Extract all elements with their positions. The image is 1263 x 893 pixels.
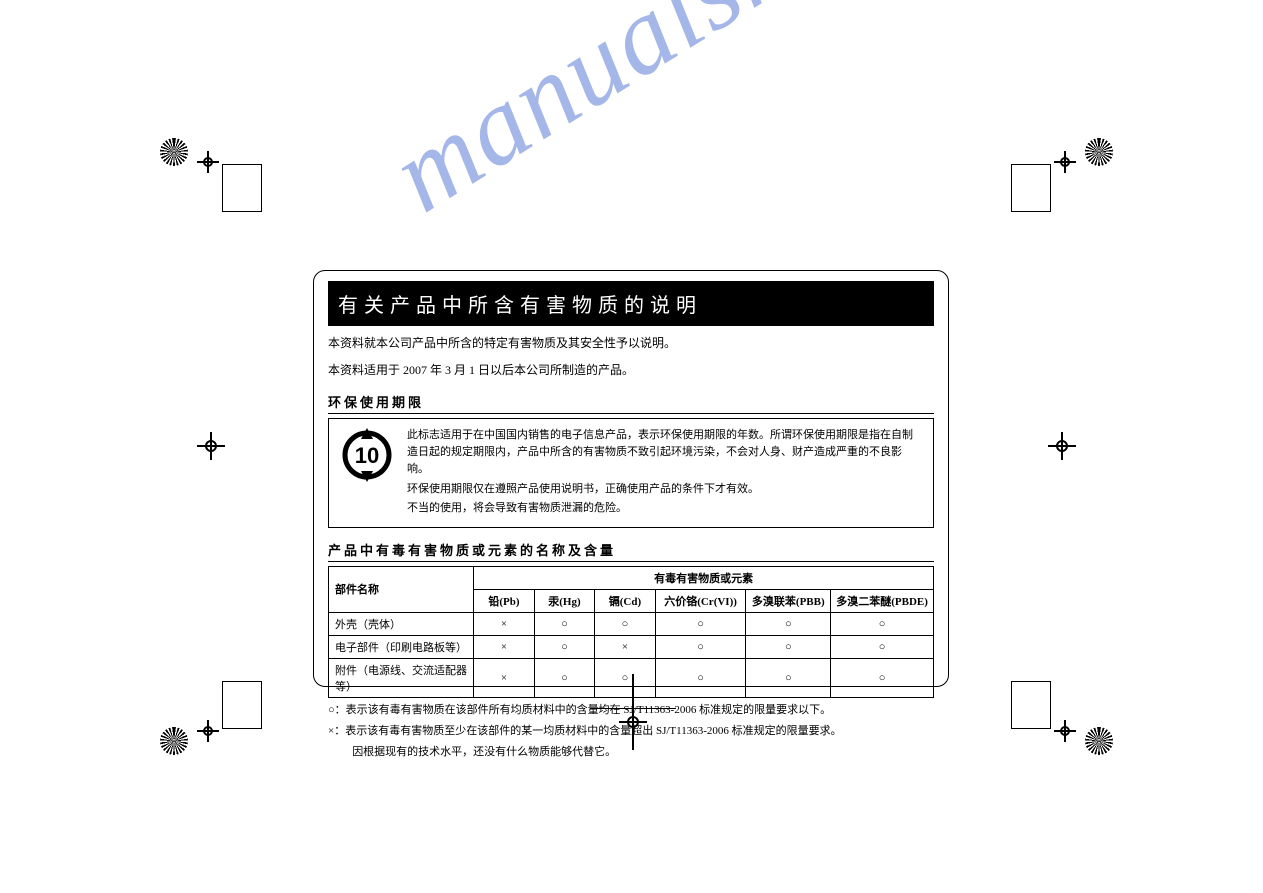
env-box: 10 此标志适用于在中国国内销售的电子信息产品，表示环保使用期限的年数。所谓环保… [328, 418, 934, 527]
substance-cell: × [474, 658, 535, 697]
note-line: ×：表示该有毒有害物质至少在该部件的某一均质材料中的含量超出 SJ/T11363… [328, 723, 934, 740]
substance-cell: × [474, 612, 535, 635]
part-name: 电子部件（印刷电路板等） [329, 635, 474, 658]
substance-cell: ○ [746, 612, 831, 635]
substance-cell: ○ [534, 658, 595, 697]
crop-mark-top-right [1023, 150, 1113, 220]
note-line: ○：表示该有毒有害物质在该部件所有均质材料中的含量均在 SJ/T11363-20… [328, 702, 934, 719]
substance-cell: ○ [831, 635, 934, 658]
substance-cell: ○ [655, 658, 746, 697]
substance-cell: ○ [595, 658, 656, 697]
substances-table: 部件名称 有毒有害物质或元素 铅(Pb)汞(Hg)镉(Cd)六价铬(Cr(VI)… [328, 566, 934, 698]
substance-cell: ○ [746, 635, 831, 658]
intro: 本资料就本公司产品中所含的特定有害物质及其安全性予以说明。 本资料适用于 200… [328, 334, 934, 380]
part-name: 附件（电源线、交流适配器等） [329, 658, 474, 697]
document-title: 有关产品中所含有害物质的说明 [328, 281, 934, 326]
env-text: 此标志适用于在中国国内销售的电子信息产品，表示环保使用期限的年数。所谓环保使用期… [407, 427, 923, 518]
table-row: 外壳（壳体）×○○○○○ [329, 612, 934, 635]
substance-cell: ○ [655, 612, 746, 635]
env-line: 此标志适用于在中国国内销售的电子信息产品，表示环保使用期限的年数。所谓环保使用期… [407, 427, 923, 478]
row-header: 部件名称 [329, 566, 474, 612]
column-header: 铅(Pb) [474, 589, 535, 612]
substance-cell: ○ [655, 635, 746, 658]
intro-line: 本资料适用于 2007 年 3 月 1 日以后本公司所制造的产品。 [328, 361, 934, 380]
env-period-icon: 10 [339, 427, 395, 483]
crop-mark-top-left [160, 150, 250, 220]
substance-cell: ○ [534, 635, 595, 658]
env-heading: 环保使用期限 [328, 392, 934, 414]
substance-cell: ○ [831, 658, 934, 697]
env-line: 不当的使用，将会导致有害物质泄漏的危险。 [407, 500, 923, 517]
column-header: 多溴二苯醚(PBDE) [831, 589, 934, 612]
intro-line: 本资料就本公司产品中所含的特定有害物质及其安全性予以说明。 [328, 334, 934, 353]
column-header: 汞(Hg) [534, 589, 595, 612]
crop-mark-right [1054, 438, 1070, 454]
crop-mark-bottom-right [1023, 673, 1113, 743]
substance-cell: ○ [595, 612, 656, 635]
header-group: 有毒有害物质或元素 [474, 566, 934, 589]
table-row: 附件（电源线、交流适配器等）×○○○○○ [329, 658, 934, 697]
substance-cell: × [474, 635, 535, 658]
note-line: 因根据现有的技术水平，还没有什么物质能够代替它。 [328, 744, 934, 761]
column-header: 多溴联苯(PBB) [746, 589, 831, 612]
crop-mark-left [203, 438, 219, 454]
substance-cell: ○ [534, 612, 595, 635]
substance-cell: ○ [746, 658, 831, 697]
watermark: manualshive.com [370, 0, 1113, 238]
document-panel: 有关产品中所含有害物质的说明 本资料就本公司产品中所含的特定有害物质及其安全性予… [313, 270, 949, 687]
column-header: 六价铬(Cr(VI)) [655, 589, 746, 612]
svg-text:10: 10 [355, 443, 379, 468]
table-notes: ○：表示该有毒有害物质在该部件所有均质材料中的含量均在 SJ/T11363-20… [328, 702, 934, 761]
table-heading: 产品中有毒有害物质或元素的名称及含量 [328, 540, 934, 562]
substance-cell: ○ [831, 612, 934, 635]
substance-cell: × [595, 635, 656, 658]
crop-mark-bottom-left [160, 673, 250, 743]
table-row: 电子部件（印刷电路板等）×○×○○○ [329, 635, 934, 658]
page-canvas: manualshive.com 有关产品中所含有害物质的说明 本资料就本公司产品… [0, 0, 1263, 893]
part-name: 外壳（壳体） [329, 612, 474, 635]
env-line: 环保使用期限仅在遵照产品使用说明书，正确使用产品的条件下才有效。 [407, 481, 923, 498]
column-header: 镉(Cd) [595, 589, 656, 612]
